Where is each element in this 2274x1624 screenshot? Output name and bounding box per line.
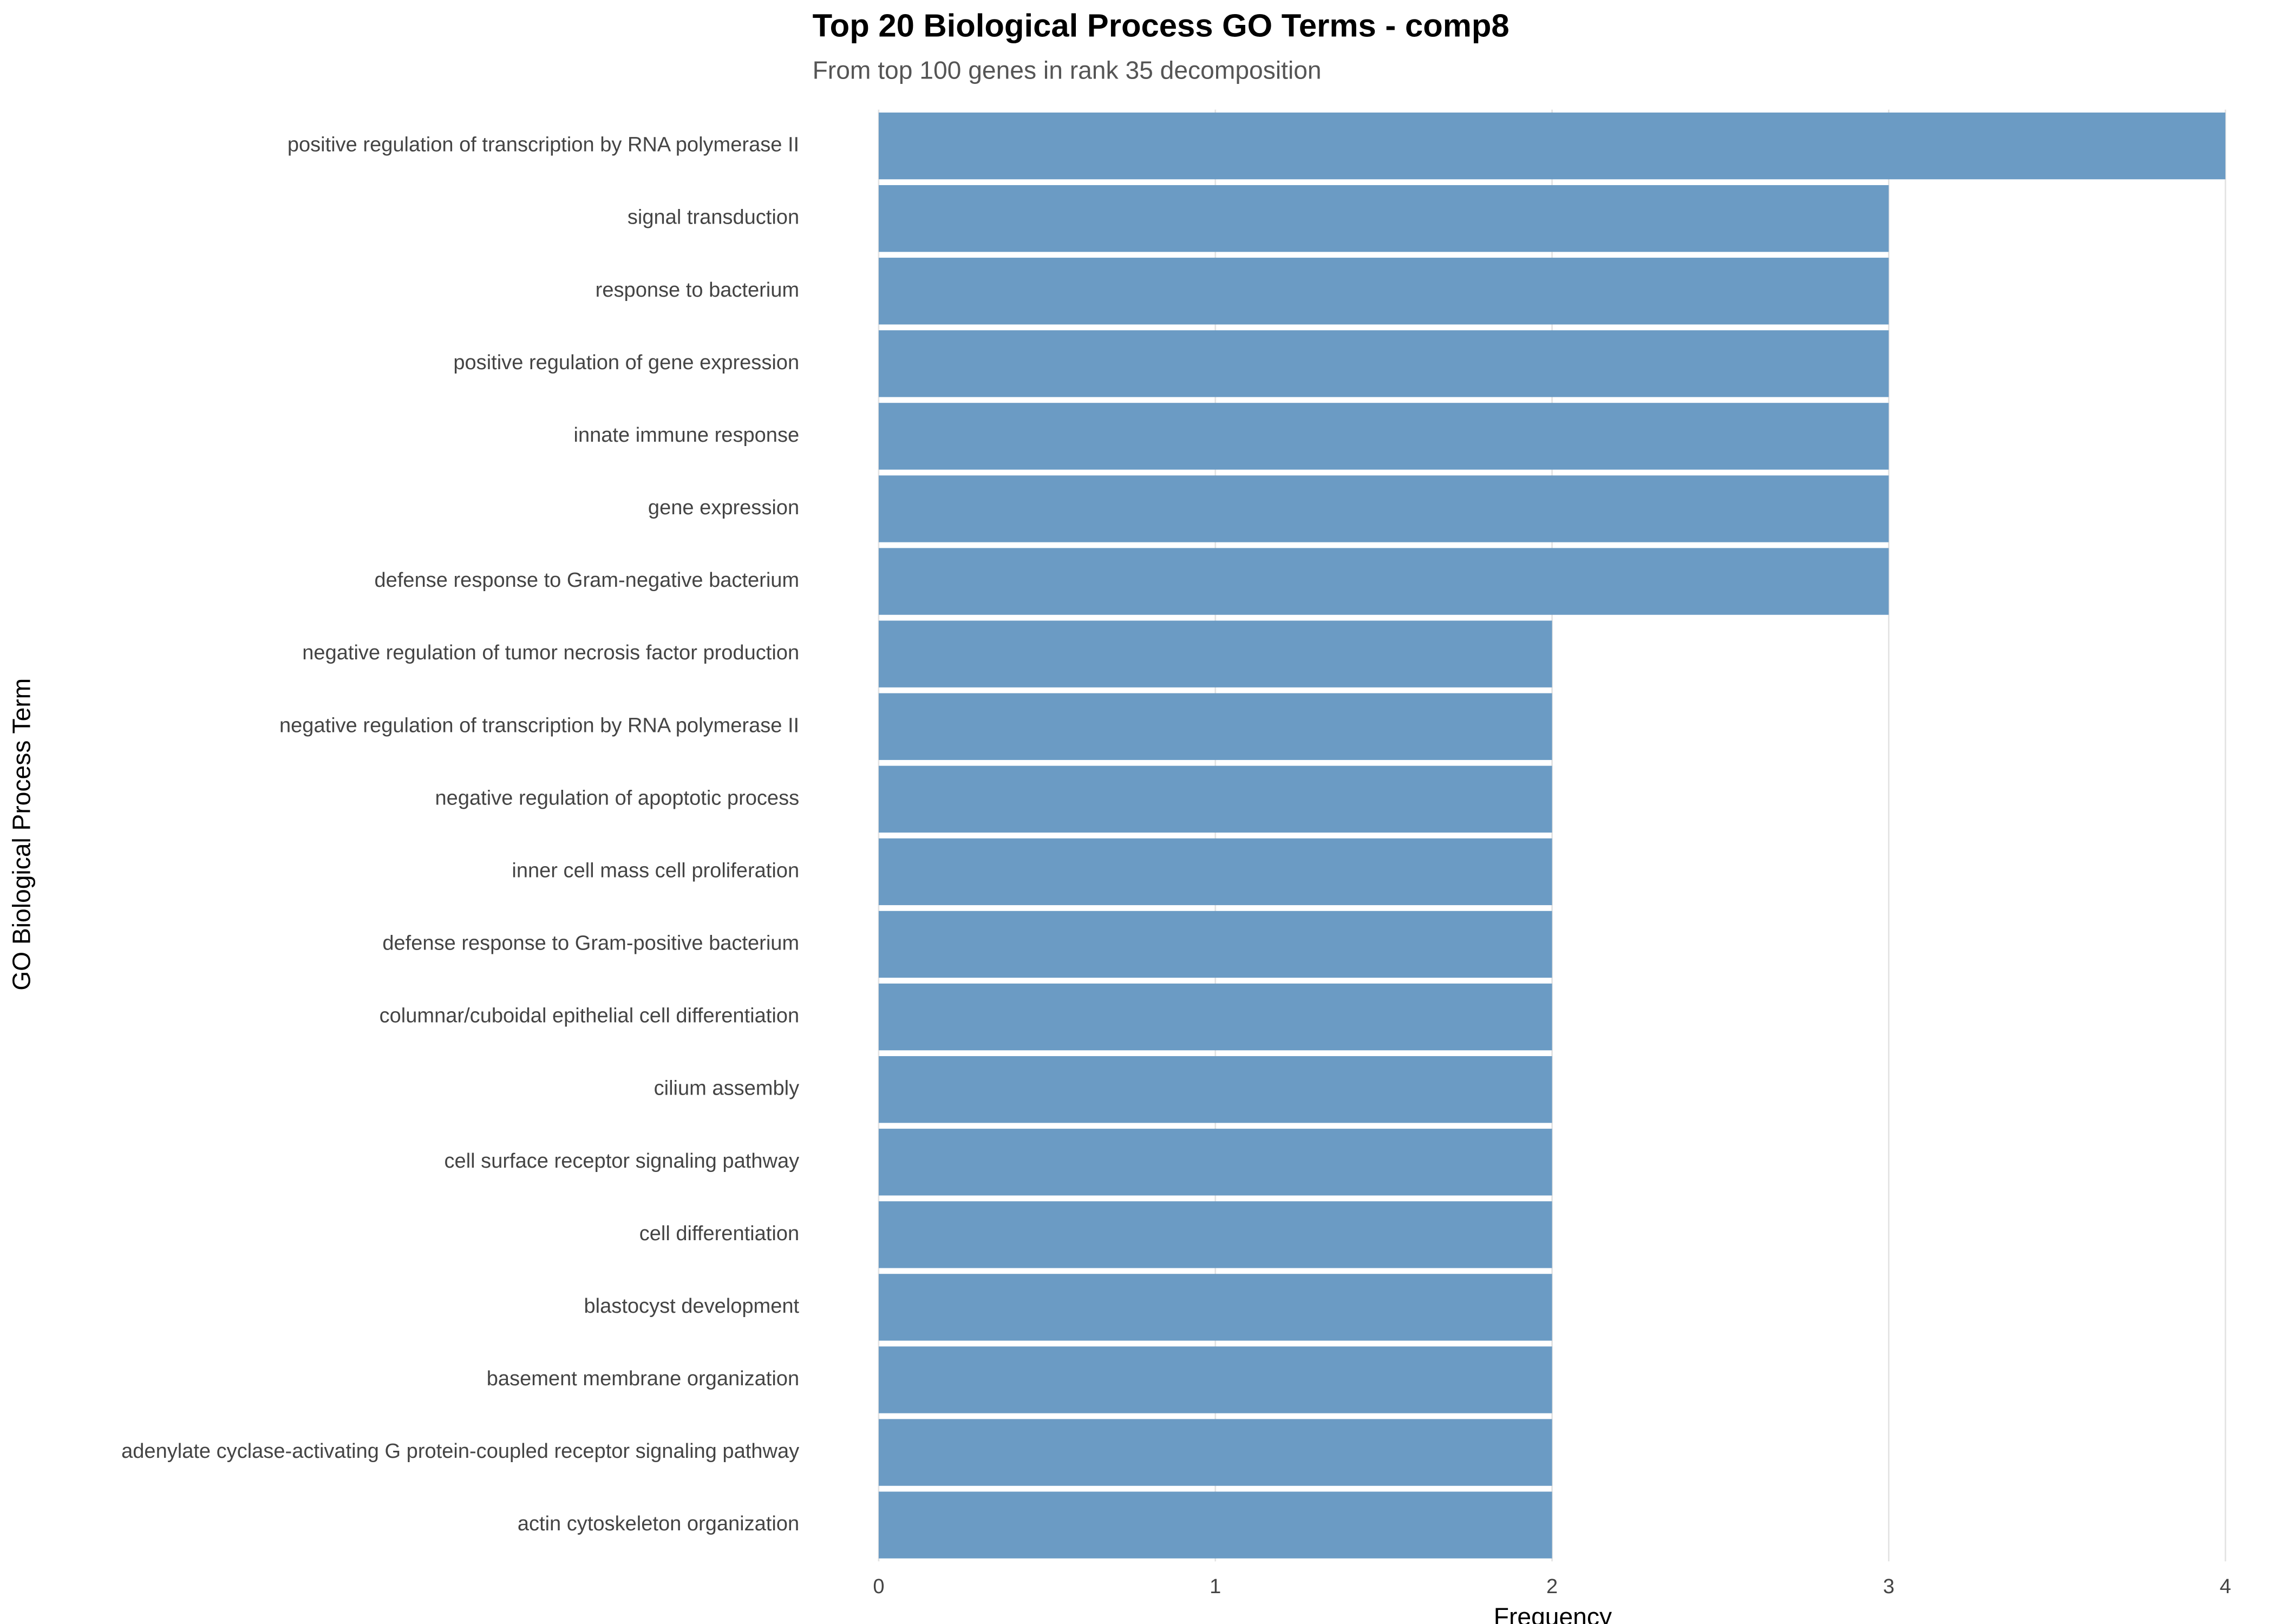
y-tick-label: cell differentiation	[639, 1222, 799, 1245]
y-tick-label: positive regulation of transcription by …	[287, 134, 799, 156]
y-tick-label: adenylate cyclase-activating G protein-c…	[121, 1440, 799, 1463]
bar	[878, 1274, 1552, 1341]
bar	[878, 475, 1889, 542]
bar	[878, 548, 1889, 615]
y-tick-label: inner cell mass cell proliferation	[512, 859, 799, 882]
y-tick-label: columnar/cuboidal epithelial cell differ…	[380, 1005, 800, 1027]
y-tick-label: cell surface receptor signaling pathway	[445, 1150, 800, 1173]
bar	[878, 1201, 1552, 1268]
x-tick-label: 2	[1546, 1575, 1558, 1598]
bar	[878, 838, 1552, 906]
bar	[878, 983, 1552, 1051]
x-tick-label: 4	[2220, 1575, 2231, 1598]
bar	[878, 620, 1552, 687]
y-tick-label: basement membrane organization	[487, 1367, 799, 1390]
bar	[878, 1346, 1552, 1413]
y-tick-label: response to bacterium	[596, 279, 799, 302]
bar	[878, 403, 1889, 470]
bar	[878, 112, 2226, 180]
y-tick-label: actin cytoskeleton organization	[518, 1512, 799, 1535]
y-tick-label: signal transduction	[628, 206, 799, 229]
y-tick-label: defense response to Gram-positive bacter…	[382, 932, 799, 955]
y-tick-label: defense response to Gram-negative bacter…	[375, 569, 800, 592]
y-axis-title: GO Biological Process Term	[8, 678, 36, 991]
chart-subtitle: From top 100 genes in rank 35 decomposit…	[813, 56, 1322, 84]
bar	[878, 258, 1889, 325]
bar	[878, 1129, 1552, 1196]
bar	[878, 911, 1552, 978]
y-tick-label: cilium assembly	[654, 1077, 800, 1100]
x-tick-label: 3	[1883, 1575, 1894, 1598]
bar	[878, 693, 1552, 760]
bar	[878, 1491, 1552, 1558]
y-tick-label: gene expression	[648, 496, 799, 519]
bar	[878, 185, 1889, 252]
bar	[878, 1056, 1552, 1123]
bar	[878, 765, 1552, 833]
bar	[878, 330, 1889, 397]
y-tick-label: negative regulation of tumor necrosis fa…	[302, 641, 799, 664]
y-tick-label: negative regulation of apoptotic process	[435, 787, 800, 809]
y-tick-label: negative regulation of transcription by …	[279, 714, 799, 737]
y-tick-label: blastocyst development	[584, 1295, 800, 1318]
x-tick-label: 0	[873, 1575, 884, 1598]
y-tick-label: innate immune response	[573, 424, 799, 447]
x-axis-title: Frequency	[1494, 1602, 1612, 1624]
x-tick-label: 1	[1210, 1575, 1221, 1598]
bar	[878, 1419, 1552, 1486]
y-tick-label: positive regulation of gene expression	[453, 351, 799, 374]
chart-title: Top 20 Biological Process GO Terms - com…	[813, 7, 1510, 43]
